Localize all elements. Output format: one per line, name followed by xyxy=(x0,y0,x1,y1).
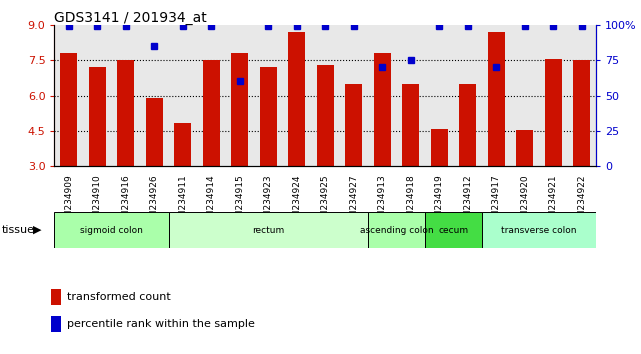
Bar xyxy=(482,212,596,248)
Bar xyxy=(146,98,163,166)
Bar xyxy=(60,53,78,166)
Bar xyxy=(345,84,362,166)
Bar xyxy=(545,59,562,166)
Text: ▶: ▶ xyxy=(33,225,42,235)
Text: sigmoid colon: sigmoid colon xyxy=(80,225,143,235)
Bar xyxy=(368,212,425,248)
Bar xyxy=(231,53,248,166)
Bar xyxy=(431,129,448,166)
Bar xyxy=(317,65,334,166)
Text: percentile rank within the sample: percentile rank within the sample xyxy=(67,319,254,329)
Text: tissue: tissue xyxy=(1,225,34,235)
Text: ascending colon: ascending colon xyxy=(360,225,433,235)
Text: transformed count: transformed count xyxy=(67,292,171,302)
Bar xyxy=(488,32,505,166)
Text: transverse colon: transverse colon xyxy=(501,225,577,235)
Bar xyxy=(260,67,277,166)
Text: GDS3141 / 201934_at: GDS3141 / 201934_at xyxy=(54,11,207,25)
Bar xyxy=(117,60,135,166)
Bar xyxy=(403,84,419,166)
Bar xyxy=(288,32,305,166)
Bar xyxy=(374,53,391,166)
Bar xyxy=(88,67,106,166)
Bar xyxy=(51,316,61,332)
Bar xyxy=(54,212,169,248)
Text: cecum: cecum xyxy=(438,225,469,235)
Text: rectum: rectum xyxy=(252,225,285,235)
Bar xyxy=(51,289,61,305)
Bar xyxy=(169,212,368,248)
Bar xyxy=(174,123,191,166)
Bar xyxy=(203,60,220,166)
Bar xyxy=(425,212,482,248)
Bar xyxy=(460,84,476,166)
Bar xyxy=(573,60,590,166)
Bar xyxy=(516,130,533,166)
